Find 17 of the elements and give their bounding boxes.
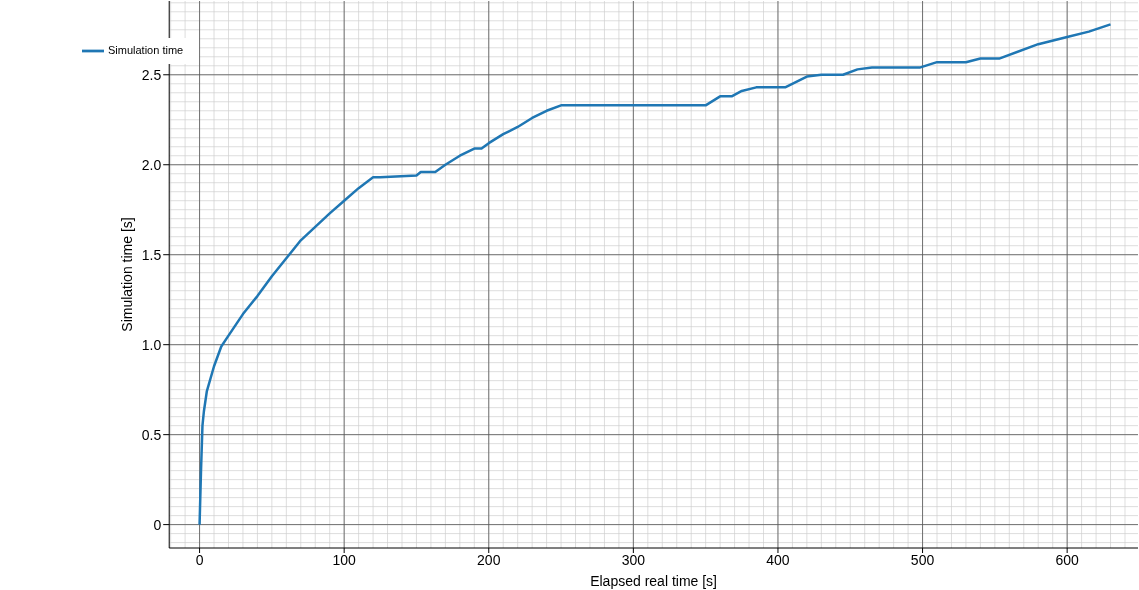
y-tick-label: 1.0: [141, 336, 162, 353]
legend-label: Simulation time: [108, 43, 184, 56]
y-tick-label: 0.5: [141, 426, 162, 443]
x-tick-label: 100: [332, 551, 357, 568]
x-tick-label: 0: [195, 551, 204, 568]
line-series: [198, 23, 1112, 526]
y-axis-title: Simulation time [s]: [119, 217, 136, 332]
y-tick-label: 0: [153, 516, 162, 533]
y-tick-label: 2.5: [141, 66, 162, 83]
x-tick-label: 300: [621, 551, 646, 568]
x-tick-label: 500: [910, 551, 935, 568]
x-tick-label: 200: [477, 551, 501, 568]
y-tick-label: 1.5: [141, 246, 162, 263]
x-tick-label: 600: [1055, 551, 1080, 568]
y-tick-label: 2.0: [141, 156, 162, 173]
x-axis-title: Elapsed real time [s]: [590, 573, 718, 589]
x-tick-label: 400: [766, 551, 790, 568]
